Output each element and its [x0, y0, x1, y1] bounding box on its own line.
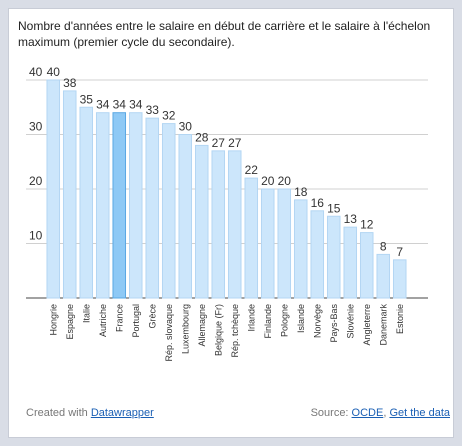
category-label: Hongrie	[48, 304, 58, 336]
bar	[227, 150, 242, 299]
data-label: 7	[396, 245, 403, 259]
category-label: France	[114, 304, 124, 332]
category-label: Luxembourg	[180, 304, 190, 354]
data-label: 18	[294, 185, 308, 199]
data-label: 22	[245, 163, 259, 177]
bar	[310, 210, 325, 299]
data-label: 27	[212, 136, 226, 150]
data-label: 20	[261, 174, 275, 188]
y-tick-label: 30	[29, 120, 43, 134]
bar	[376, 253, 391, 299]
bar	[211, 150, 226, 299]
data-label: 15	[327, 201, 341, 215]
bar	[392, 259, 407, 299]
category-label: Estonie	[395, 304, 405, 334]
bar	[112, 112, 127, 299]
bar	[161, 123, 176, 299]
data-label: 34	[96, 98, 110, 112]
datawrapper-link[interactable]: Datawrapper	[90, 407, 154, 419]
bar	[343, 226, 358, 299]
data-label: 20	[278, 174, 292, 188]
bar	[194, 144, 209, 299]
data-label: 34	[129, 98, 143, 112]
category-label: Allemagne	[197, 304, 207, 347]
y-tick-label: 20	[29, 174, 43, 188]
bar	[359, 232, 374, 299]
data-label: 8	[380, 239, 387, 253]
chart-title: Nombre d'années entre le salaire en débu…	[18, 19, 431, 49]
bar	[145, 117, 160, 299]
category-label: Grèce	[147, 304, 157, 329]
bar	[293, 199, 308, 299]
category-label: Espagne	[65, 304, 75, 340]
data-label: 30	[179, 120, 193, 134]
data-label: 32	[162, 109, 176, 123]
category-label: Portugal	[131, 304, 141, 338]
category-label: Pays-Bas	[329, 304, 339, 343]
bar	[260, 188, 275, 299]
bar	[79, 106, 94, 299]
bar	[95, 112, 110, 299]
bar	[277, 188, 292, 299]
data-label: 34	[113, 98, 127, 112]
created-with-text: Created with	[26, 407, 91, 419]
bar	[128, 112, 143, 299]
category-label: Autriche	[98, 304, 108, 337]
get-data-link[interactable]: Get the data	[389, 407, 450, 419]
data-label: 38	[63, 76, 77, 90]
category-label: Rép. tchèque	[230, 304, 240, 358]
category-label: Norvège	[312, 304, 322, 338]
data-label: 13	[344, 212, 358, 226]
bar	[326, 215, 341, 299]
data-label: 12	[360, 218, 374, 232]
bar	[46, 79, 61, 299]
footer-separator: ,	[383, 407, 390, 419]
category-label: Belgique (Fr)	[213, 304, 223, 356]
category-label: Danemark	[378, 304, 388, 346]
bar	[244, 177, 259, 299]
y-tick-label: 10	[29, 229, 43, 243]
category-label: Rép. slovaque	[164, 304, 174, 362]
data-label: 28	[195, 130, 209, 144]
category-label: Finlande	[263, 304, 273, 339]
category-label: Angleterre	[362, 304, 372, 346]
category-label: Slovénie	[345, 304, 355, 339]
source-link[interactable]: OCDE	[351, 407, 384, 419]
category-label: Islande	[296, 304, 306, 333]
bar	[178, 134, 193, 299]
source-label: Source:	[310, 407, 352, 419]
data-label: 35	[80, 92, 94, 106]
data-label: 27	[228, 136, 242, 150]
data-label: 40	[47, 65, 61, 79]
bar	[62, 90, 77, 299]
category-label: Pologne	[279, 304, 289, 337]
y-tick-label: 40	[29, 65, 43, 79]
category-label: Irlande	[246, 304, 256, 332]
data-label: 33	[146, 103, 160, 117]
footer-source: Source: OCDE, Get the data	[311, 407, 450, 419]
category-label: Italie	[81, 304, 91, 323]
footer-credit: Created with Datawrapper	[26, 407, 154, 419]
data-label: 16	[311, 196, 325, 210]
